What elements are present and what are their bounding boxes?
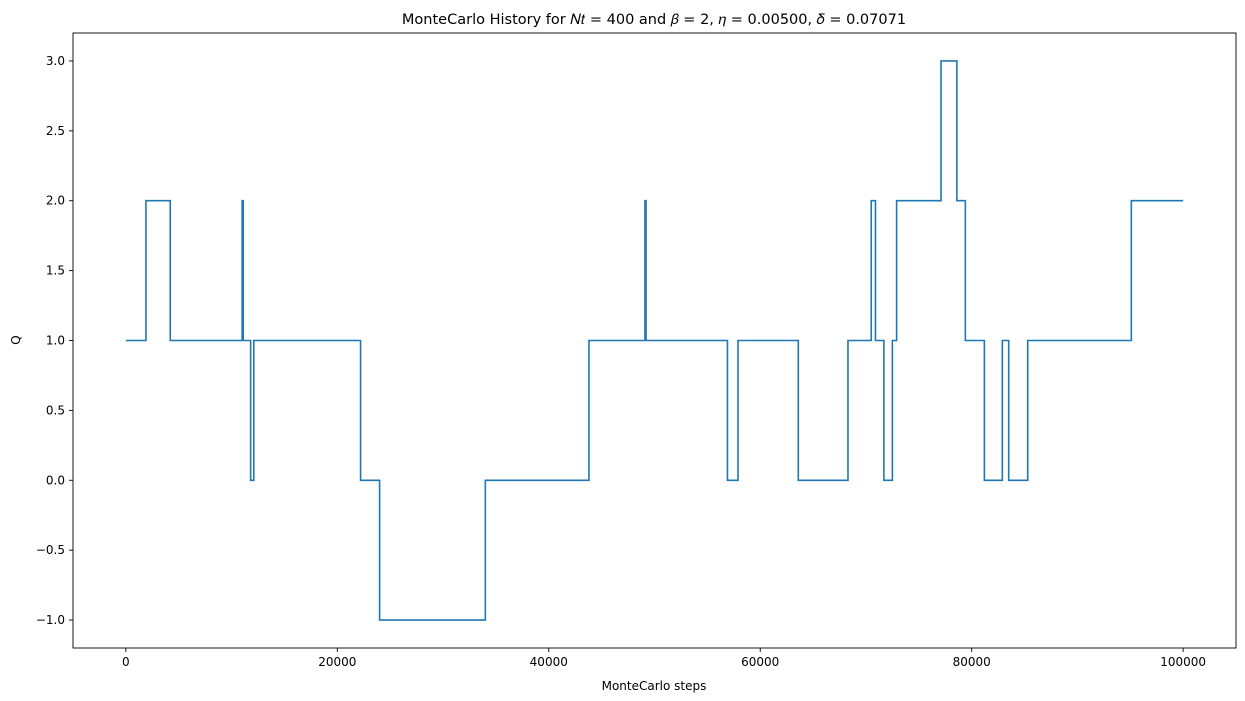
y-axis-title: Q <box>9 335 23 344</box>
x-tick-label: 20000 <box>318 655 356 669</box>
x-axis: 0 20000 40000 60000 80000 100000 <box>122 648 1206 669</box>
x-tick-label: 60000 <box>741 655 779 669</box>
y-tick-label: −0.5 <box>36 543 65 557</box>
x-tick-label: 80000 <box>953 655 991 669</box>
y-tick-label: 0.0 <box>46 473 65 487</box>
x-tick-label: 100000 <box>1160 655 1206 669</box>
y-axis: −1.0 −0.5 0.0 0.5 1.0 1.5 2.0 2.5 3.0 <box>36 54 73 627</box>
x-tick-label: 0 <box>122 655 130 669</box>
y-tick-label: 0.5 <box>46 403 65 417</box>
x-tick-label: 40000 <box>530 655 568 669</box>
y-tick-label: 2.5 <box>46 124 65 138</box>
x-axis-title: MonteCarlo steps <box>602 679 707 693</box>
y-tick-label: 1.0 <box>46 334 65 348</box>
chart-title: MonteCarlo History for 𝑁𝑡 = 400 and 𝛽 = … <box>402 12 906 28</box>
series-line-0 <box>125 60 1184 621</box>
y-tick-label: −1.0 <box>36 613 65 627</box>
y-tick-label: 2.0 <box>46 194 65 208</box>
y-tick-label: 1.5 <box>46 264 65 278</box>
y-tick-label: 3.0 <box>46 54 65 68</box>
